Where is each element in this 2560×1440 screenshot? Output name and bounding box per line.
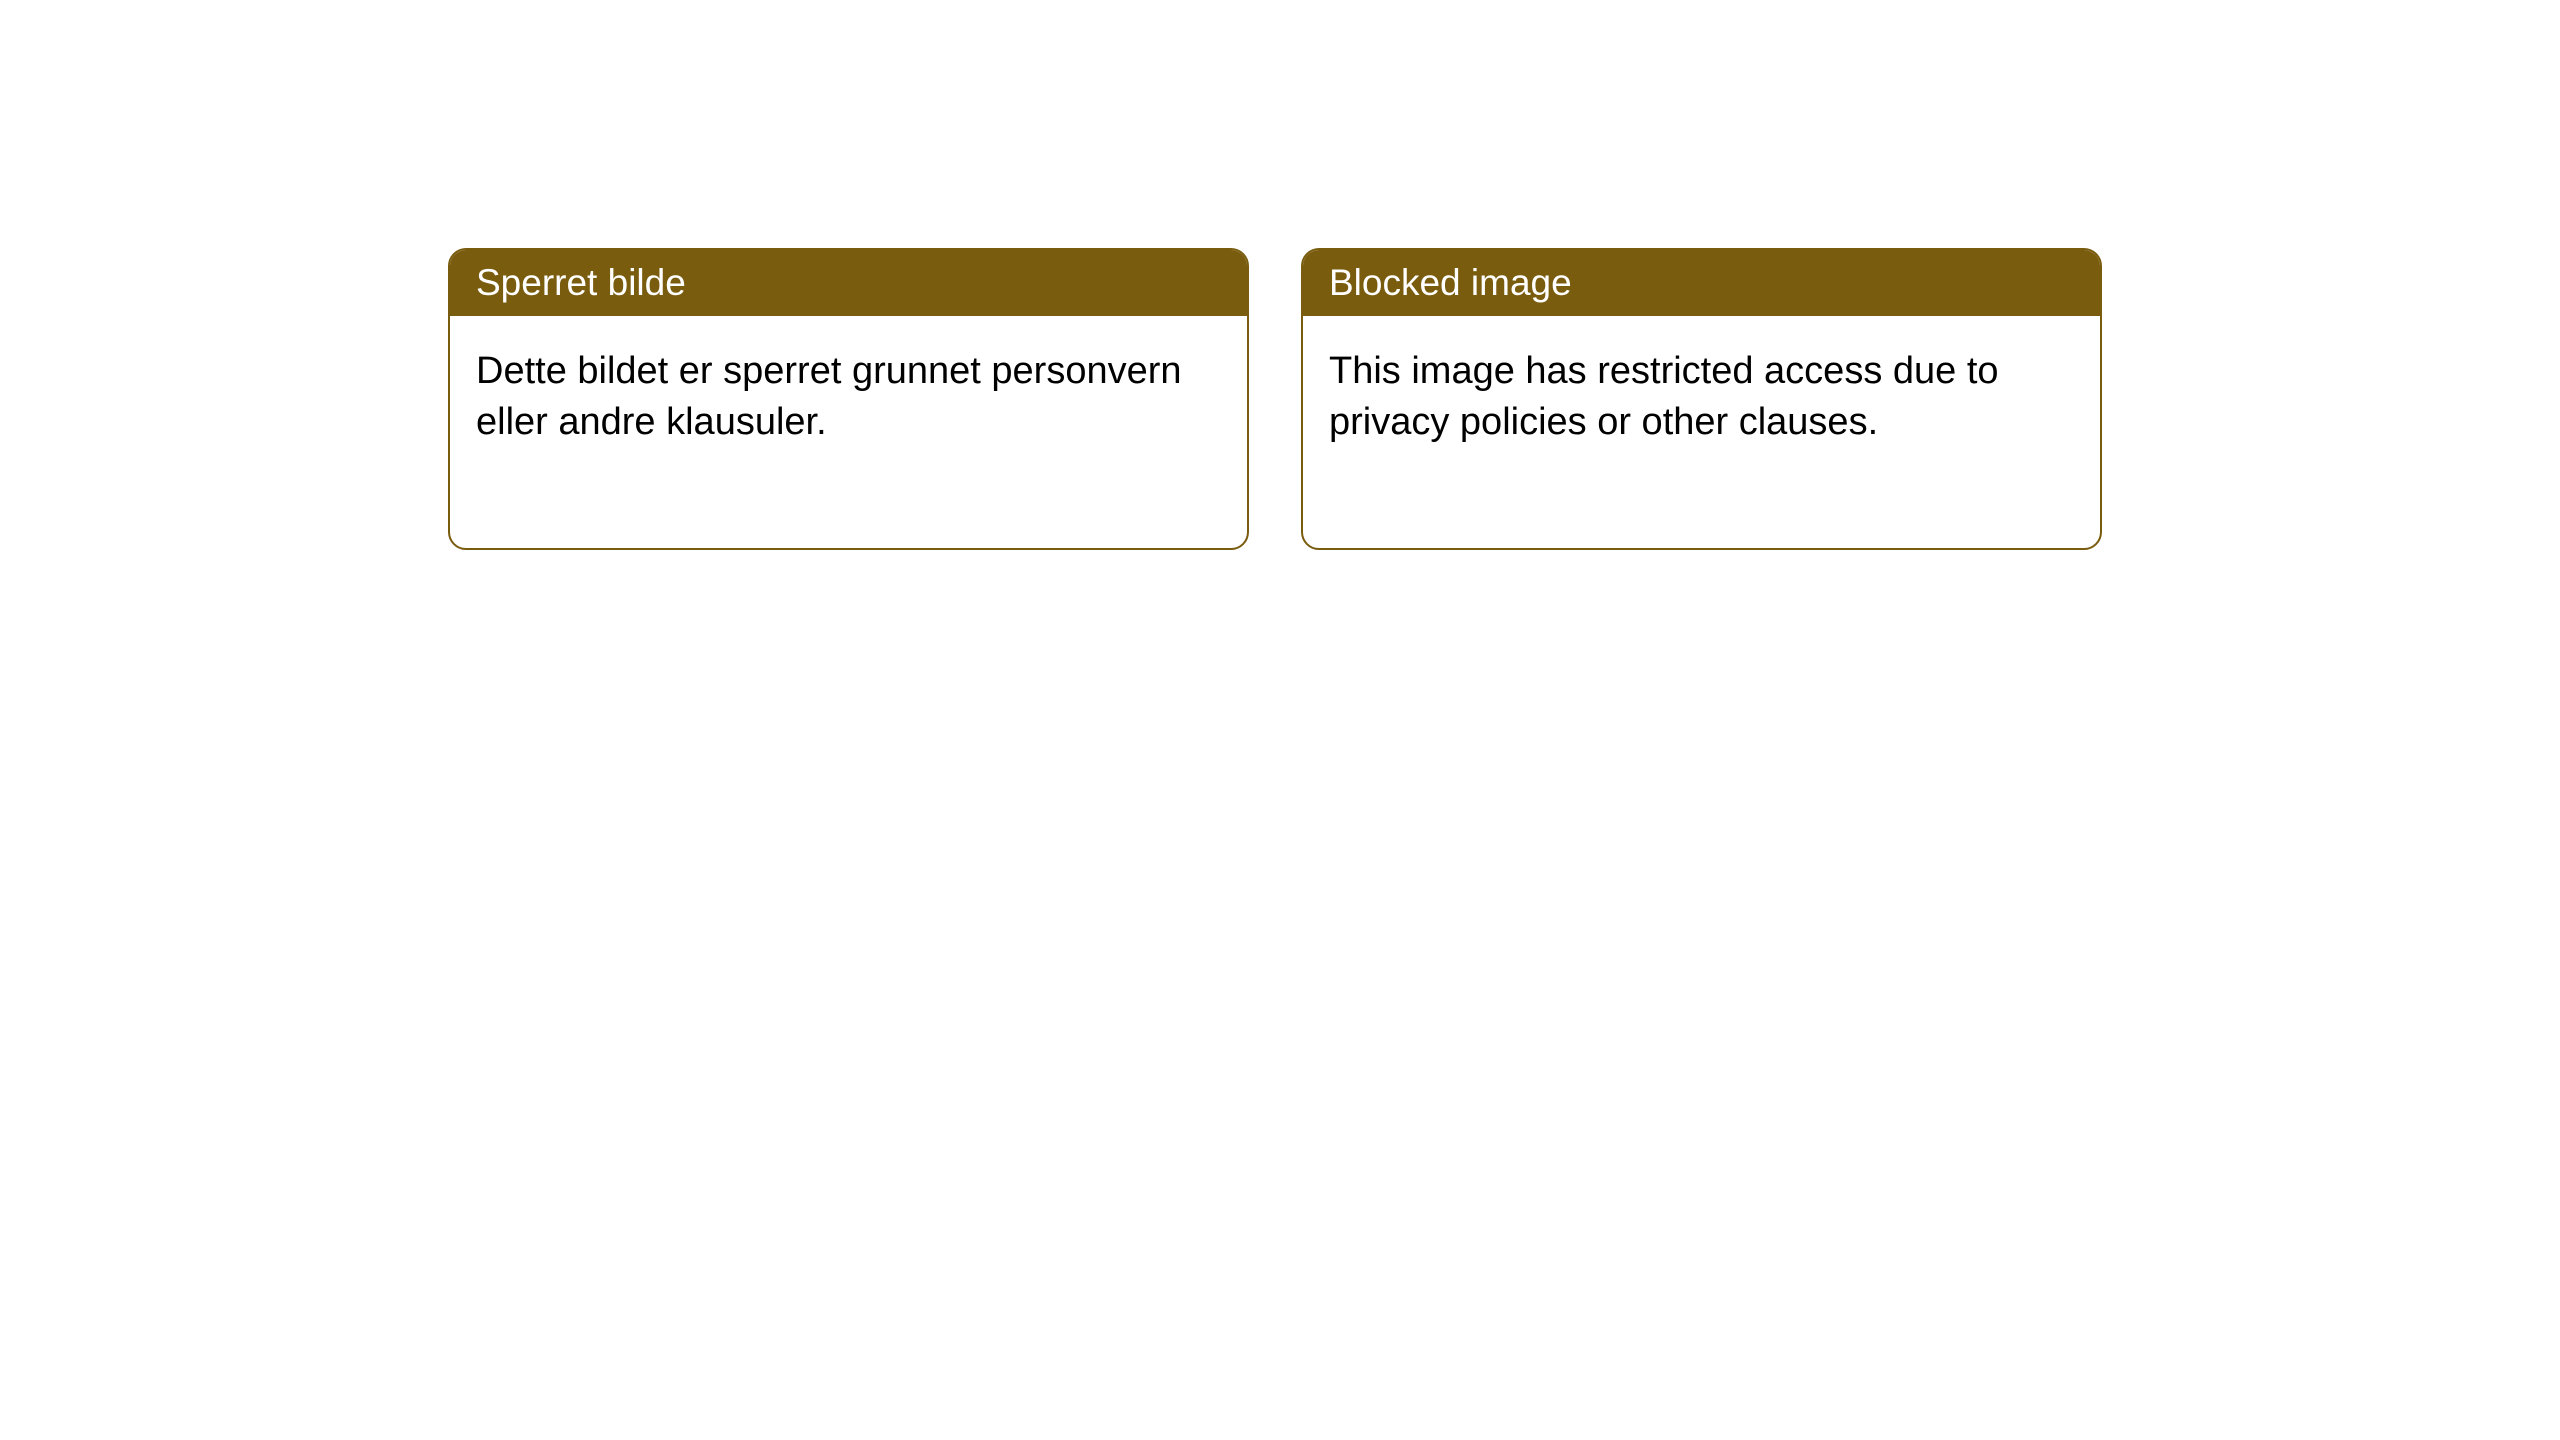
notice-container: Sperret bilde Dette bildet er sperret gr… bbox=[0, 0, 2560, 550]
card-header-norwegian: Sperret bilde bbox=[450, 250, 1247, 316]
card-header-english: Blocked image bbox=[1303, 250, 2100, 316]
notice-card-english: Blocked image This image has restricted … bbox=[1301, 248, 2102, 550]
card-body-norwegian: Dette bildet er sperret grunnet personve… bbox=[450, 316, 1247, 548]
card-body-english: This image has restricted access due to … bbox=[1303, 316, 2100, 548]
notice-card-norwegian: Sperret bilde Dette bildet er sperret gr… bbox=[448, 248, 1249, 550]
